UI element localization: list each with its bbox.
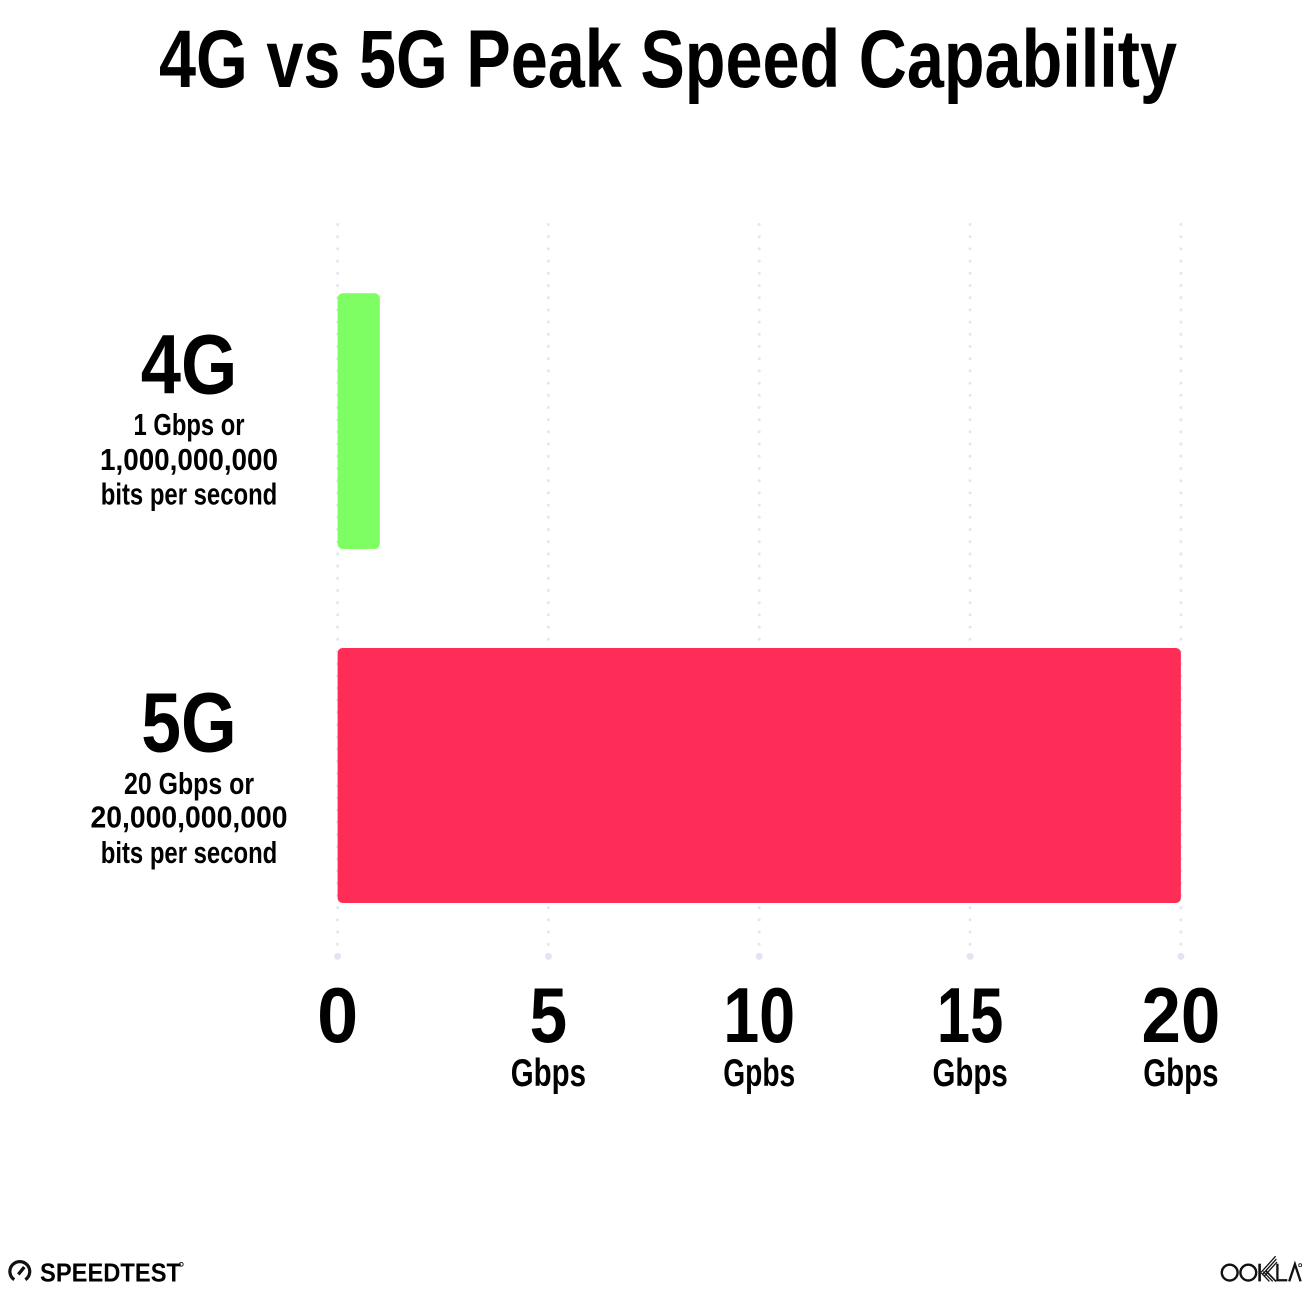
svg-text:Gbps: Gbps bbox=[511, 1052, 586, 1095]
svg-text:4G vs 5G Peak Speed Capability: 4G vs 5G Peak Speed Capability bbox=[159, 14, 1177, 105]
svg-text:5G: 5G bbox=[141, 676, 237, 770]
svg-text:bits per second: bits per second bbox=[101, 836, 278, 870]
svg-text:5: 5 bbox=[530, 971, 568, 1059]
svg-text:Gbps: Gbps bbox=[1143, 1052, 1218, 1095]
svg-text:bits per second: bits per second bbox=[101, 478, 278, 512]
svg-text:1,000,000,000: 1,000,000,000 bbox=[100, 443, 278, 477]
svg-text:4G: 4G bbox=[141, 317, 238, 411]
svg-text:10: 10 bbox=[723, 971, 795, 1059]
svg-text:20 Gbps or: 20 Gbps or bbox=[124, 767, 254, 801]
svg-text:0: 0 bbox=[317, 971, 358, 1059]
svg-text:SPEEDTEST: SPEEDTEST bbox=[40, 1257, 181, 1287]
svg-text:1 Gbps or: 1 Gbps or bbox=[134, 408, 245, 442]
svg-text:20: 20 bbox=[1142, 971, 1221, 1059]
svg-text:Gbps: Gbps bbox=[932, 1052, 1007, 1095]
svg-text:Gpbs: Gpbs bbox=[723, 1052, 795, 1095]
svg-text:15: 15 bbox=[937, 971, 1003, 1059]
svg-text:20,000,000,000: 20,000,000,000 bbox=[91, 801, 288, 835]
